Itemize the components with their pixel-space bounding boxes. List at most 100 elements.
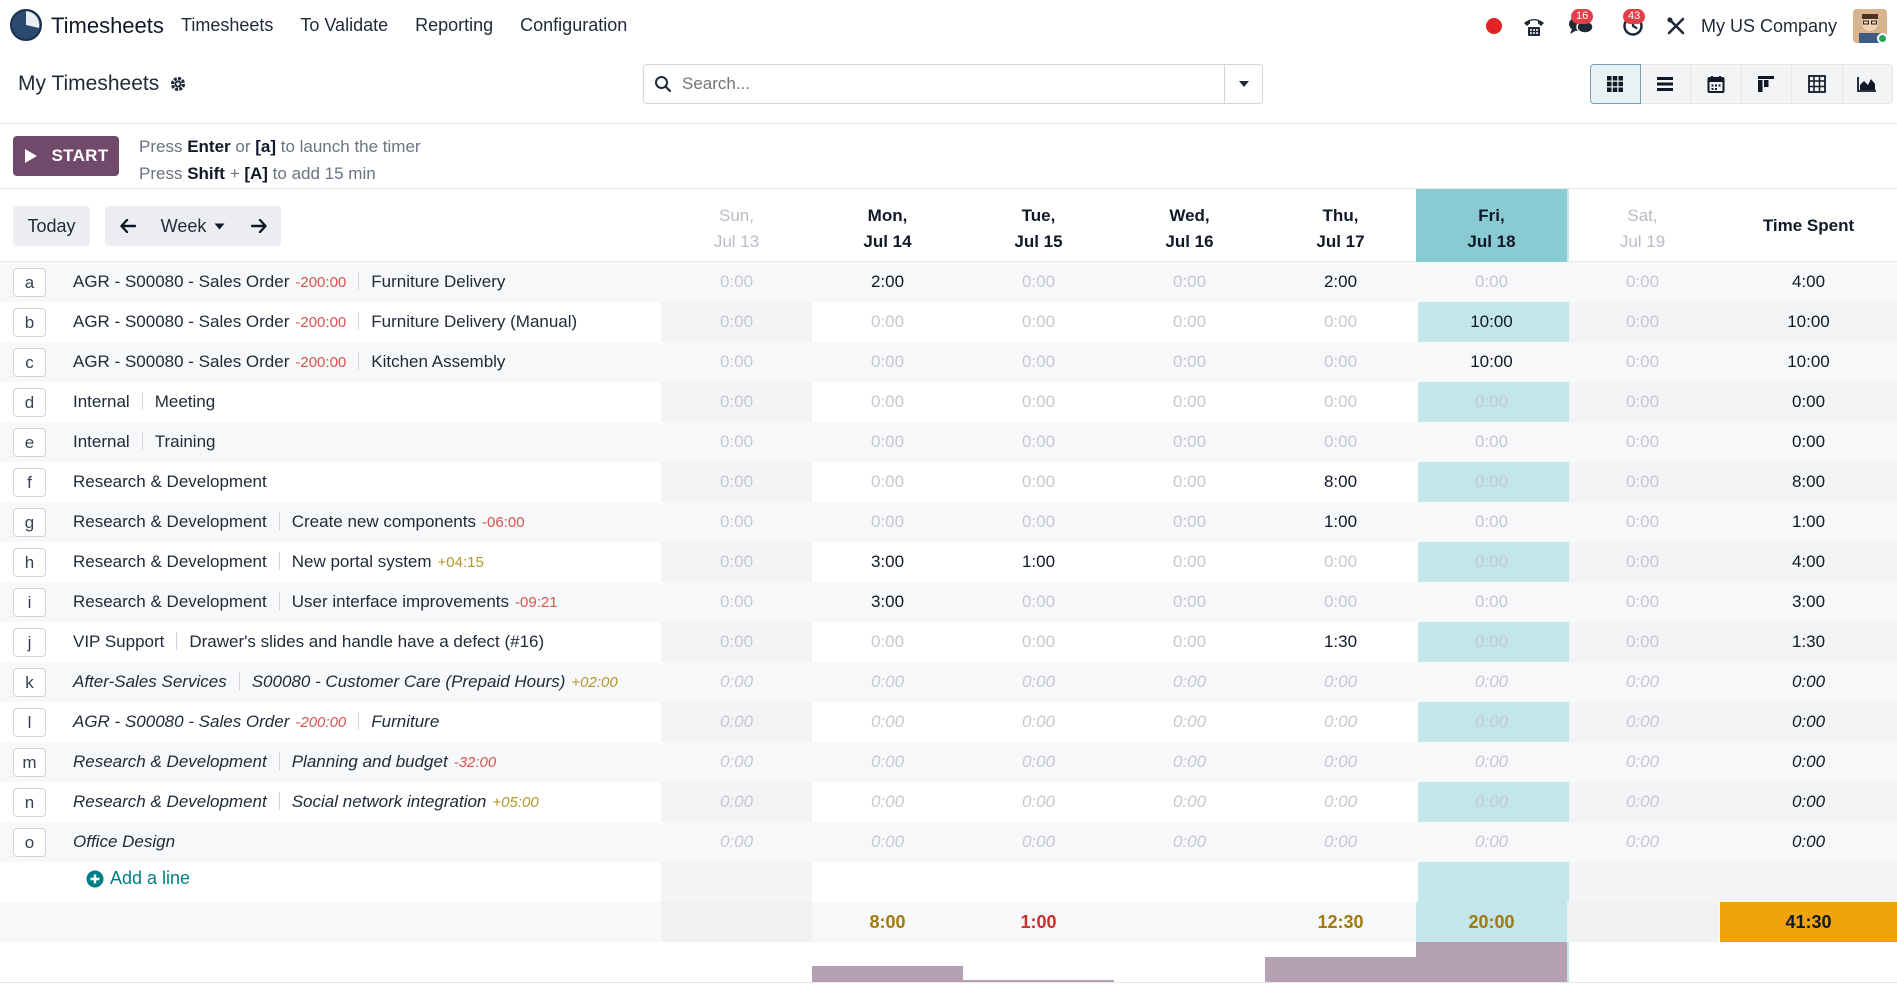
previous-button[interactable] — [105, 206, 150, 246]
hours-cell[interactable]: 0:00 — [870, 672, 905, 691]
list-view-button[interactable] — [1640, 64, 1691, 104]
hours-cell[interactable]: 0:00 — [1021, 272, 1056, 291]
hours-cell[interactable]: 0:00 — [719, 392, 754, 411]
hours-cell[interactable]: 0:00 — [1021, 832, 1056, 851]
hours-cell[interactable]: 0:00 — [1172, 752, 1207, 771]
hours-cell[interactable]: 8:00 — [1323, 472, 1358, 491]
menu-to-validate[interactable]: To Validate — [300, 15, 389, 35]
grid-view-button[interactable] — [1590, 64, 1641, 104]
hours-cell[interactable]: 0:00 — [1625, 272, 1660, 291]
hours-cell[interactable]: 0:00 — [1172, 552, 1207, 571]
row-label[interactable]: Research & Development Social network int… — [73, 792, 539, 812]
hours-cell[interactable]: 0:00 — [870, 312, 905, 331]
hours-cell[interactable]: 0:00 — [1474, 272, 1509, 291]
hours-cell[interactable]: 0:00 — [1172, 272, 1207, 291]
hours-cell[interactable]: 0:00 — [1323, 432, 1358, 451]
timesheets-app-icon[interactable] — [9, 8, 43, 42]
hours-cell[interactable]: 0:00 — [1625, 472, 1660, 491]
row-label[interactable]: Research & Development New portal system +… — [73, 552, 484, 572]
hours-cell[interactable]: 0:00 — [719, 832, 754, 851]
app-name[interactable]: Timesheets — [51, 13, 164, 38]
hours-cell[interactable]: 2:00 — [1323, 272, 1358, 291]
hours-cell[interactable]: 0:00 — [1474, 472, 1509, 491]
hours-cell[interactable]: 0:00 — [1323, 672, 1358, 691]
voip-button[interactable] — [1513, 0, 1555, 52]
hours-cell[interactable]: 0:00 — [719, 352, 754, 371]
activities-button[interactable]: 43 — [1607, 0, 1659, 52]
hours-cell[interactable]: 0:00 — [1323, 792, 1358, 811]
pivot-view-button[interactable] — [1792, 64, 1843, 104]
hours-cell[interactable]: 0:00 — [870, 392, 905, 411]
kanban-view-button[interactable] — [1741, 64, 1792, 104]
row-label[interactable]: Research & Development — [73, 472, 267, 492]
hours-cell[interactable]: 0:00 — [1021, 632, 1056, 651]
hours-cell[interactable]: 0:00 — [1172, 832, 1207, 851]
gear-icon[interactable] — [169, 75, 187, 93]
hours-cell[interactable]: 0:00 — [1474, 512, 1509, 531]
hours-cell[interactable]: 0:00 — [1625, 552, 1660, 571]
today-button[interactable]: Today — [13, 206, 90, 246]
hours-cell[interactable]: 0:00 — [870, 512, 905, 531]
hours-cell[interactable]: 0:00 — [1625, 512, 1660, 531]
hours-cell[interactable]: 0:00 — [1172, 632, 1207, 651]
row-label[interactable]: AGR - S00080 - Sales Order -200:00 Furnitu… — [73, 312, 577, 332]
row-label[interactable]: Research & Development Planning and budge… — [73, 752, 496, 772]
hours-cell[interactable]: 0:00 — [1021, 792, 1056, 811]
hours-cell[interactable]: 0:00 — [870, 712, 905, 731]
hours-cell[interactable]: 0:00 — [1323, 552, 1358, 571]
hours-cell[interactable]: 0:00 — [1625, 352, 1660, 371]
hours-cell[interactable]: 0:00 — [719, 432, 754, 451]
hours-cell[interactable]: 0:00 — [1474, 672, 1509, 691]
hours-cell[interactable]: 0:00 — [1625, 592, 1660, 611]
row-label[interactable]: AGR - S00080 - Sales Order -200:00 Furnitu… — [73, 272, 505, 292]
menu-reporting[interactable]: Reporting — [415, 15, 494, 35]
hours-cell[interactable]: 0:00 — [1474, 712, 1509, 731]
hours-cell[interactable]: 0:00 — [1474, 752, 1509, 771]
row-label[interactable]: VIP Support Drawer's slides and handle ha… — [73, 632, 544, 652]
hours-cell[interactable]: 0:00 — [719, 752, 754, 771]
hours-cell[interactable]: 0:00 — [719, 632, 754, 651]
hours-cell[interactable]: 0:00 — [719, 272, 754, 291]
row-label[interactable]: Internal Training — [73, 432, 216, 452]
hours-cell[interactable]: 0:00 — [1021, 512, 1056, 531]
search-input[interactable] — [682, 74, 1224, 94]
hours-cell[interactable]: 3:00 — [870, 592, 905, 611]
hours-cell[interactable]: 0:00 — [1021, 752, 1056, 771]
hours-cell[interactable]: 0:00 — [719, 512, 754, 531]
hours-cell[interactable]: 0:00 — [719, 472, 754, 491]
hours-cell[interactable]: 0:00 — [1323, 832, 1358, 851]
hours-cell[interactable]: 1:00 — [1021, 552, 1056, 571]
hours-cell[interactable]: 0:00 — [1021, 472, 1056, 491]
hours-cell[interactable]: 0:00 — [719, 592, 754, 611]
hours-cell[interactable]: 0:00 — [1323, 752, 1358, 771]
hours-cell[interactable]: 0:00 — [870, 472, 905, 491]
hours-cell[interactable]: 2:00 — [870, 272, 905, 291]
hours-cell[interactable]: 0:00 — [1021, 392, 1056, 411]
hours-cell[interactable]: 0:00 — [1172, 392, 1207, 411]
hours-cell[interactable]: 0:00 — [1474, 392, 1509, 411]
hours-cell[interactable]: 0:00 — [1172, 712, 1207, 731]
hours-cell[interactable]: 0:00 — [1625, 392, 1660, 411]
hours-cell[interactable]: 0:00 — [870, 432, 905, 451]
hours-cell[interactable]: 0:00 — [1172, 472, 1207, 491]
hours-cell[interactable]: 3:00 — [870, 552, 905, 571]
messages-button[interactable]: 16 — [1555, 0, 1607, 52]
hours-cell[interactable]: 10:00 — [1470, 312, 1513, 331]
hours-cell[interactable]: 0:00 — [1172, 512, 1207, 531]
hours-cell[interactable]: 0:00 — [1021, 712, 1056, 731]
hours-cell[interactable]: 0:00 — [1625, 832, 1660, 851]
hours-cell[interactable]: 0:00 — [1021, 352, 1056, 371]
row-label[interactable]: After-Sales Services S00080 - Customer Ca… — [73, 672, 618, 692]
hours-cell[interactable]: 0:00 — [719, 552, 754, 571]
hours-cell[interactable]: 0:00 — [1474, 792, 1509, 811]
hours-cell[interactable]: 0:00 — [870, 792, 905, 811]
hours-cell[interactable]: 0:00 — [1625, 712, 1660, 731]
menu-configuration[interactable]: Configuration — [520, 15, 628, 35]
add-line-button[interactable]: Add a line — [86, 868, 190, 889]
hours-cell[interactable]: 0:00 — [870, 352, 905, 371]
row-label[interactable]: Research & Development User interface imp… — [73, 592, 558, 612]
menu-timesheets[interactable]: Timesheets — [181, 15, 274, 35]
hours-cell[interactable]: 0:00 — [1474, 832, 1509, 851]
hours-cell[interactable]: 0:00 — [870, 632, 905, 651]
user-menu[interactable] — [1853, 0, 1897, 52]
